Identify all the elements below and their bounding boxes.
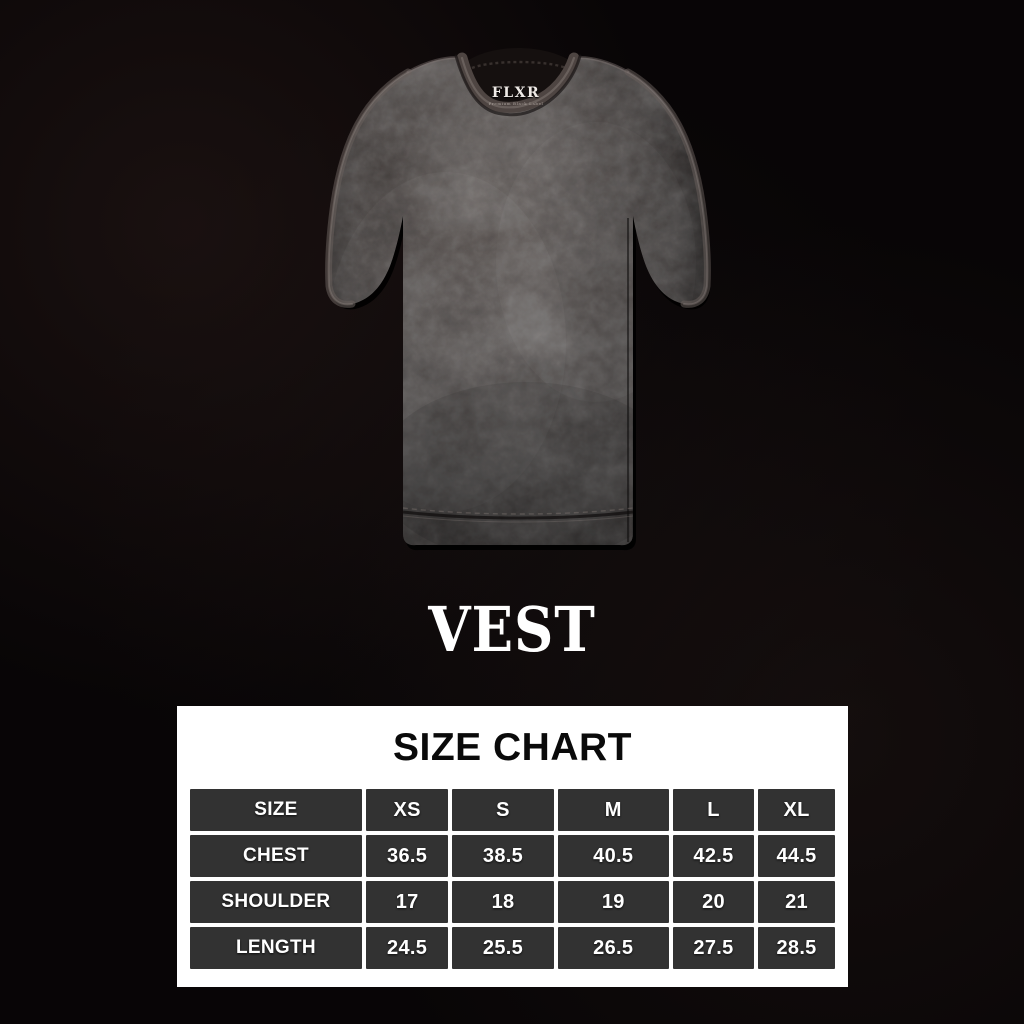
cell-chest-s: 38.5: [452, 835, 554, 877]
size-chart-table: SIZE XS S M L XL CHEST 36.5 38.5 40.5 42…: [186, 785, 839, 973]
cell-size-label: SIZE: [190, 789, 362, 831]
table-row-chest: CHEST 36.5 38.5 40.5 42.5 44.5: [190, 835, 835, 877]
cell-size-xl: XL: [758, 789, 835, 831]
size-chart-panel: SIZE CHART SIZE XS S M L XL CHEST 36.5: [177, 706, 848, 987]
collar-rib: [456, 52, 580, 113]
cell-length-s: 25.5: [452, 927, 554, 969]
product-image-vest: FLXR Premium Black Label: [296, 42, 736, 590]
cell-length-l: 27.5: [672, 927, 755, 969]
table-row-size: SIZE XS S M L XL: [190, 789, 835, 831]
cell-chest-label: CHEST: [190, 835, 362, 877]
cell-chest-l: 42.5: [672, 835, 755, 877]
cell-shoulder-xl: 21: [758, 881, 835, 923]
armhole-binding-left: [325, 68, 412, 308]
table-row-shoulder: SHOULDER 17 18 19 20 21: [190, 881, 835, 923]
collar-outer-edge: [454, 54, 582, 117]
hem-seam: [402, 510, 634, 520]
cell-size-xs: XS: [365, 789, 449, 831]
cell-shoulder-xs: 17: [365, 881, 449, 923]
cell-shoulder-s: 18: [452, 881, 554, 923]
vest-illustration: [325, 48, 711, 551]
table-row-length: LENGTH 24.5 25.5 26.5 27.5 28.5: [190, 927, 835, 969]
cell-size-l: L: [672, 789, 755, 831]
cell-size-s: S: [452, 789, 554, 831]
cell-length-m: 26.5: [557, 927, 669, 969]
cell-chest-xl: 44.5: [758, 835, 835, 877]
cell-shoulder-l: 20: [672, 881, 755, 923]
cell-size-m: M: [557, 789, 669, 831]
cell-shoulder-m: 19: [557, 881, 669, 923]
size-chart-heading: SIZE CHART: [393, 726, 632, 769]
cell-chest-m: 40.5: [557, 835, 669, 877]
armhole-binding-right: [624, 68, 711, 308]
cell-shoulder-label: SHOULDER: [190, 881, 362, 923]
neck-taping: [471, 60, 567, 70]
cell-length-label: LENGTH: [190, 927, 362, 969]
cell-length-xs: 24.5: [365, 927, 449, 969]
cell-length-xl: 28.5: [758, 927, 835, 969]
cell-chest-xs: 36.5: [365, 835, 449, 877]
product-title: VEST: [428, 593, 596, 666]
